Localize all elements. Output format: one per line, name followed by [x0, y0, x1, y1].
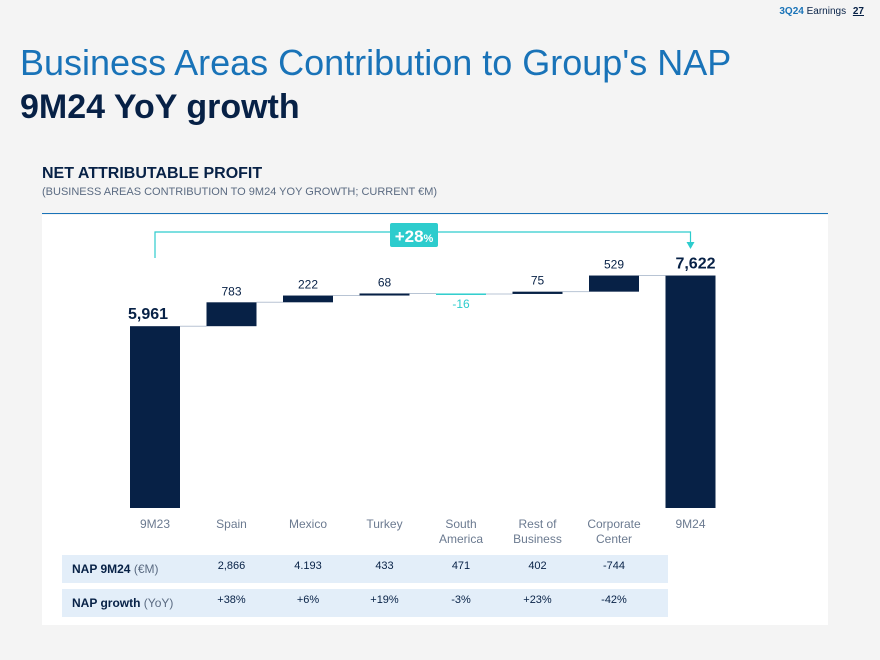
- section-title: NET ATTRIBUTABLE PROFIT: [42, 165, 263, 182]
- header-brand: 3Q24: [779, 6, 804, 17]
- table-cell-r0-c1: 4.193: [294, 560, 322, 572]
- bar-3: [359, 293, 410, 296]
- table-cell-r1-c5: -42%: [601, 594, 627, 606]
- table-cell-r0-c5: -744: [602, 560, 626, 572]
- data-label-0: 5,961: [128, 306, 168, 323]
- category-label-1-line-0: Spain: [216, 517, 247, 531]
- category-label-4: South America: [439, 517, 483, 546]
- row-label-growth-unit: (YoY): [143, 596, 174, 610]
- growth-badge: [390, 223, 438, 247]
- category-label-6-line-1: Center: [596, 532, 632, 546]
- row-label-growth: NAP growth (YoY): [72, 596, 173, 610]
- table-cell-r1-c4: +23%: [523, 594, 552, 606]
- table-row-growth: [62, 589, 668, 617]
- row-label-growth-text: NAP growth: [72, 596, 141, 610]
- category-label-6-line-0: Corporate: [587, 517, 641, 531]
- page-number: 27: [852, 6, 864, 17]
- category-label-4-line-0: South: [445, 517, 476, 531]
- growth-unit: %: [424, 233, 434, 245]
- data-label-7: 7,622: [675, 256, 715, 273]
- bar-0: [130, 326, 180, 508]
- category-label-7-line-0: 9M24: [675, 517, 705, 531]
- data-label-4: -16: [452, 297, 470, 311]
- page-subtitle: 9M24 YoY growth: [20, 88, 300, 126]
- bar-7: [665, 275, 716, 508]
- category-label-5-line-1: Business: [513, 532, 562, 546]
- category-label-1: Spain: [216, 517, 247, 531]
- category-label-0: 9M23: [140, 517, 170, 531]
- category-label-2-line-0: Mexico: [289, 517, 327, 531]
- category-label-2: Mexico: [289, 517, 327, 531]
- table-cell-r1-c3: -3%: [451, 594, 471, 606]
- bar-5: [512, 291, 563, 294]
- category-label-3: Turkey: [366, 517, 402, 531]
- table-cell-r0-c2: 433: [375, 560, 394, 572]
- category-label-0-line-0: 9M23: [140, 517, 170, 531]
- growth-value: +28: [395, 227, 424, 246]
- bar-6: [589, 275, 639, 292]
- category-label-5: Rest of Business: [513, 517, 562, 546]
- table-cell-r1-c0: +38%: [217, 594, 246, 606]
- category-label-5-line-0: Rest of: [518, 517, 557, 531]
- growth-arrow-icon: [686, 242, 695, 249]
- bar-4: [436, 293, 486, 295]
- category-label-4-line-1: America: [439, 532, 483, 546]
- table-row-nap: [62, 555, 668, 583]
- data-label-2: 222: [298, 278, 318, 292]
- table-cell-r0-c3: 471: [451, 560, 471, 572]
- row-label-nap-unit: (€M): [133, 562, 159, 576]
- section-divider: [42, 213, 828, 214]
- data-label-1: 783: [221, 284, 241, 298]
- page-title: Business Areas Contribution to Group's N…: [20, 42, 732, 83]
- table-cell-r1-c1: +6%: [296, 594, 320, 606]
- data-label-5: 75: [531, 274, 545, 288]
- data-label-6: 529: [604, 258, 624, 272]
- table-cell-r0-c0: 2,866: [217, 560, 246, 572]
- table-cell-r1-c2: +19%: [370, 594, 399, 606]
- category-label-7: 9M24: [675, 517, 705, 531]
- category-label-3-line-0: Turkey: [366, 517, 402, 531]
- table-cell-r0-c4: 402: [528, 560, 547, 572]
- bar-2: [283, 295, 333, 303]
- row-label-nap: NAP 9M24 (€M): [72, 562, 159, 576]
- category-label-6: Corporate Center: [587, 517, 641, 546]
- bar-1: [206, 302, 257, 327]
- growth-badge-text: +28%: [395, 227, 434, 246]
- data-label-3: 68: [378, 275, 392, 289]
- page-header: 3Q24 Earnings 27: [779, 6, 864, 17]
- row-label-nap-text: NAP 9M24: [72, 562, 131, 576]
- section-note: (BUSINESS AREAS CONTRIBUTION TO 9M24 YOY…: [42, 186, 438, 198]
- header-label: Earnings: [806, 6, 847, 17]
